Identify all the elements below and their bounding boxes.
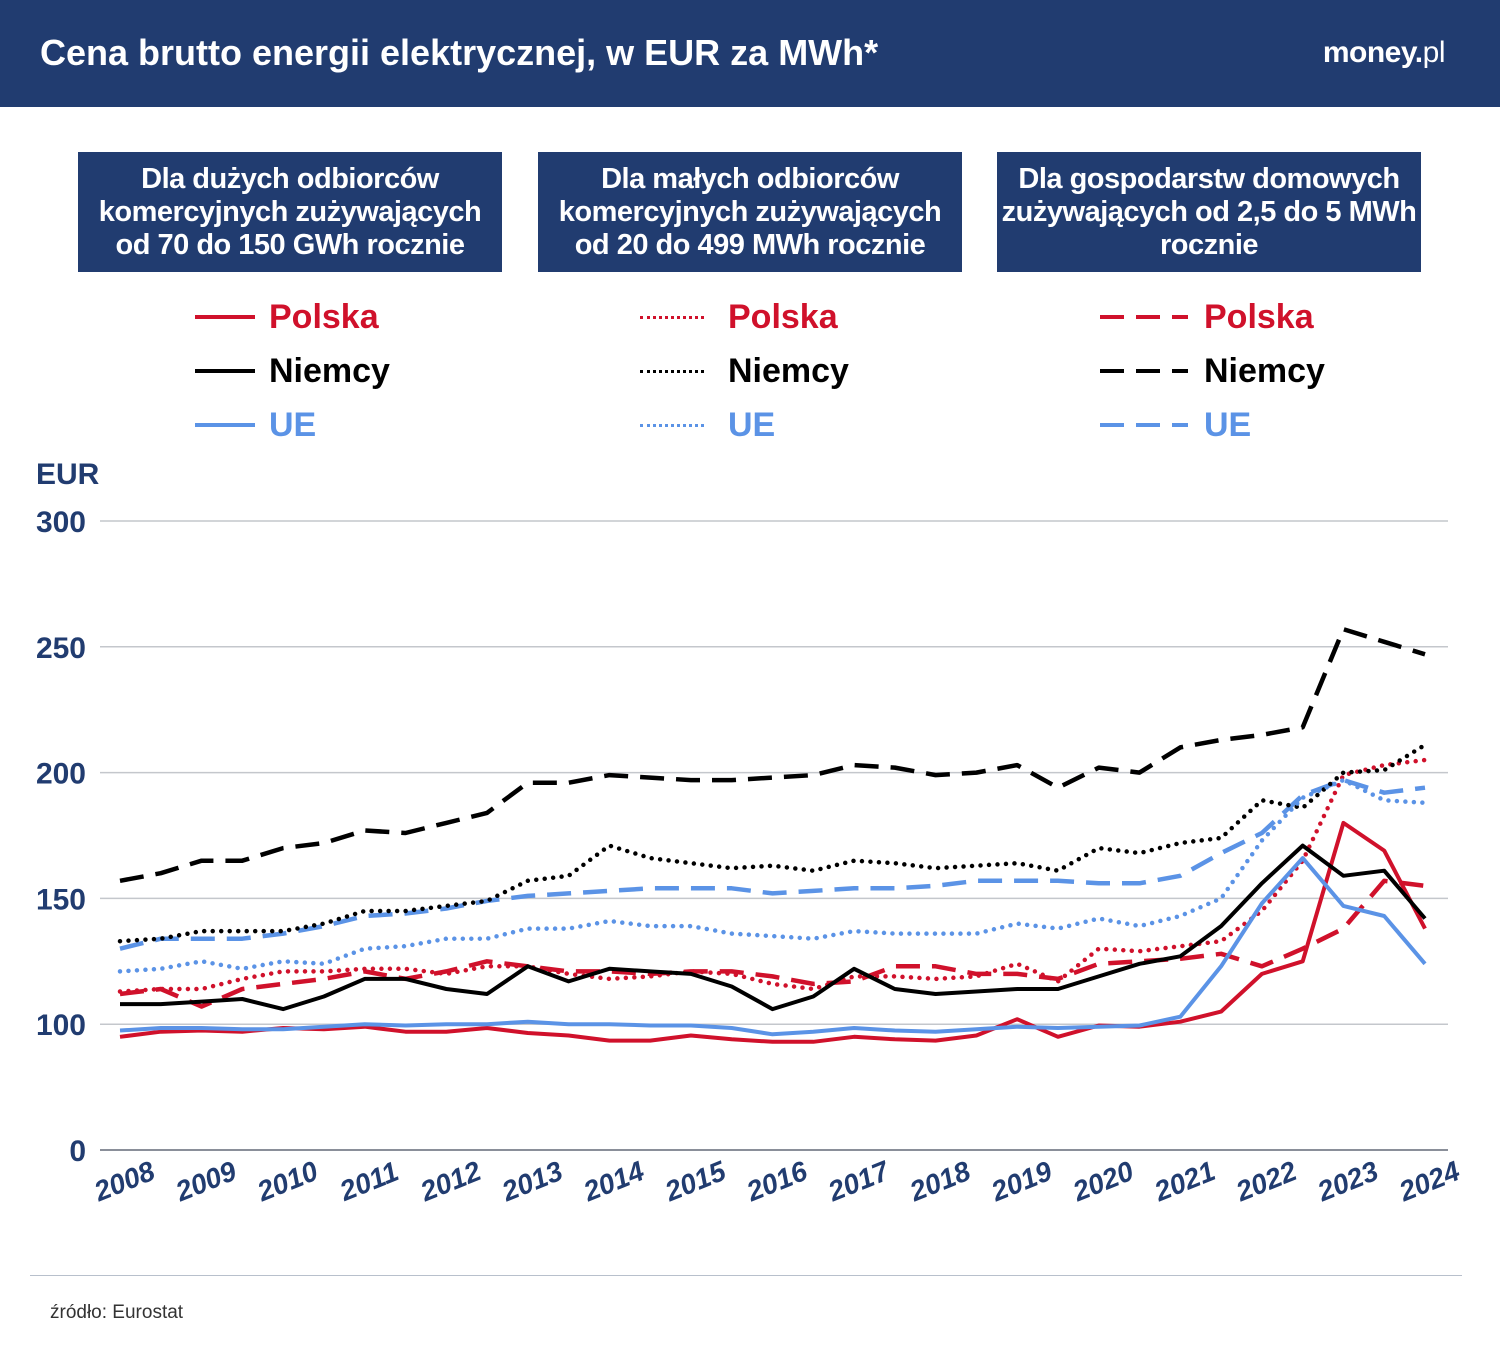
footer-divider xyxy=(30,1275,1462,1276)
legend-item: UE xyxy=(640,398,849,452)
legend-label: Polska xyxy=(728,297,838,336)
legend-label: UE xyxy=(1204,405,1252,444)
legend-label: Niemcy xyxy=(269,351,390,390)
series-line-niemcy-dashed xyxy=(119,626,1426,884)
y-tick-label: 0 xyxy=(69,1135,86,1168)
series-line-ue-dashed xyxy=(119,777,1426,951)
x-tick-label: 2019 xyxy=(986,1155,1057,1208)
legend-label: Polska xyxy=(269,297,379,336)
legend-swatch xyxy=(195,315,255,319)
x-tick-label: 2018 xyxy=(904,1155,975,1208)
legend-swatch xyxy=(195,423,255,427)
group-box-small-commercial: Dla małych odbiorców komercyjnych zużywa… xyxy=(538,152,962,272)
x-tick-label: 2022 xyxy=(1231,1155,1302,1208)
legend-item: Niemcy xyxy=(195,344,390,398)
money-pl-logo: money.pl xyxy=(1322,36,1446,69)
legend-group-dotted: Polska Niemcy UE xyxy=(640,290,849,452)
x-tick-label: 2012 xyxy=(415,1155,486,1208)
x-tick-label: 2009 xyxy=(170,1155,241,1208)
y-axis-label: EUR xyxy=(36,458,100,491)
x-tick-label: 2011 xyxy=(334,1156,402,1208)
y-tick-label: 200 xyxy=(36,758,86,791)
y-tick-label: 250 xyxy=(36,632,86,665)
legend-swatch xyxy=(1100,315,1188,319)
legend-label: UE xyxy=(728,405,776,444)
x-tick-label: 2015 xyxy=(660,1155,731,1208)
legend-item: Niemcy xyxy=(1100,344,1325,398)
source-note: źródło: Eurostat xyxy=(50,1302,184,1323)
legend-label: Niemcy xyxy=(1204,351,1325,390)
series-line-ue-solid xyxy=(119,856,1427,1037)
y-tick-label: 150 xyxy=(36,883,86,916)
series-line-ue-dotted xyxy=(117,777,1428,974)
legend-item: Niemcy xyxy=(640,344,849,398)
y-tick-label: 300 xyxy=(36,506,86,539)
legend-item: Polska xyxy=(195,290,390,344)
legend-swatch xyxy=(640,423,704,427)
x-tick-label: 2008 xyxy=(89,1155,160,1208)
legend-swatch xyxy=(640,369,704,373)
legend-item: Polska xyxy=(1100,290,1325,344)
x-tick-label: 2016 xyxy=(741,1155,812,1208)
legend-group-dashed: Polska Niemcy UE xyxy=(1100,290,1325,452)
header-bar: Cena brutto energii elektrycznej, w EUR … xyxy=(0,0,1500,107)
x-tick-label: 2020 xyxy=(1068,1155,1139,1208)
y-tick-label: 100 xyxy=(36,1009,86,1042)
group-box-households: Dla gospodarstw domowych zużywających od… xyxy=(997,152,1421,272)
legend-item: Polska xyxy=(640,290,849,344)
legend-item: UE xyxy=(195,398,390,452)
series-line-polska-solid xyxy=(119,820,1427,1044)
series-line-niemcy-dotted xyxy=(117,742,1428,944)
series-line-polska-dashed xyxy=(119,878,1426,1009)
legend-group-solid: Polska Niemcy UE xyxy=(195,290,390,452)
legend-label: Niemcy xyxy=(728,351,849,390)
group-box-large-commercial: Dla dużych odbiorców komercyjnych zużywa… xyxy=(78,152,502,272)
legend-item: UE xyxy=(1100,398,1325,452)
legend-label: UE xyxy=(269,405,317,444)
legend-swatch xyxy=(1100,369,1188,373)
legend-label: Polska xyxy=(1204,297,1314,336)
series-line-polska-dotted xyxy=(117,757,1428,994)
x-tick-label: 2021 xyxy=(1149,1155,1219,1207)
x-tick-label: 2014 xyxy=(578,1155,649,1208)
series-line-niemcy-solid xyxy=(120,843,1427,1012)
x-tick-label: 2013 xyxy=(497,1155,568,1208)
x-tick-label: 2023 xyxy=(1312,1155,1383,1208)
x-tick-label: 2024 xyxy=(1394,1155,1465,1208)
chart-title: Cena brutto energii elektrycznej, w EUR … xyxy=(40,32,879,73)
legend-swatch xyxy=(1100,423,1188,427)
x-tick-label: 2017 xyxy=(823,1155,895,1208)
x-tick-label: 2010 xyxy=(252,1155,323,1208)
legend-swatch xyxy=(195,369,255,373)
legend-swatch xyxy=(640,315,704,319)
